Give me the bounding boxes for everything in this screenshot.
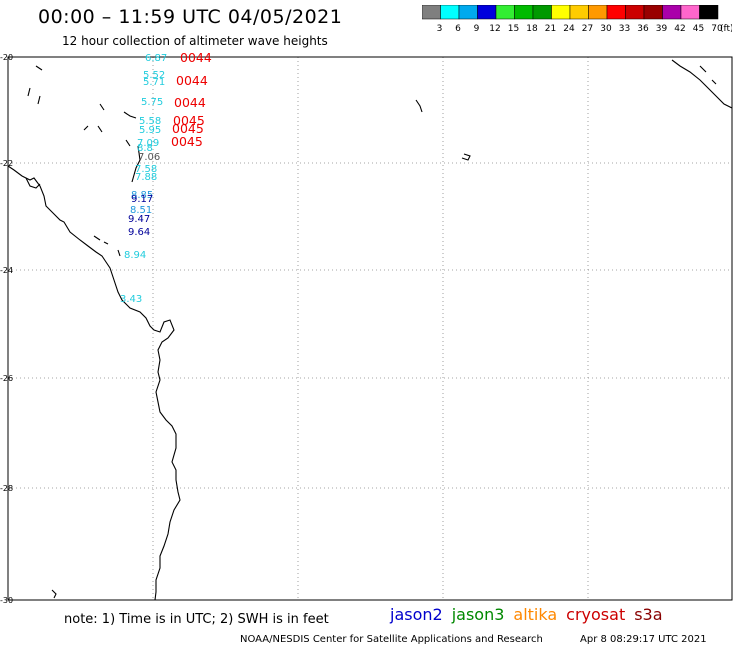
wave-height-value: 8.94 [124, 250, 146, 261]
wave-height-value: 3.43 [120, 294, 142, 305]
wave-height-value: 9.64 [128, 227, 150, 238]
pass-time-value: 0045 [171, 134, 203, 149]
colorbar-unit: (ft) [720, 24, 732, 34]
wave-height-value: 8.51 [130, 205, 152, 216]
longitude-label: 156 [290, 604, 305, 605]
wave-height-value: 9.47 [128, 214, 150, 225]
colorbar-label: 30 [600, 24, 612, 34]
reef-12 [117, 249, 121, 257]
reef-10 [93, 235, 101, 241]
colorbar-label: 24 [563, 24, 575, 34]
longitude-label: 153 [145, 604, 160, 605]
longitude-label: 159 [435, 604, 450, 605]
pass-time-value: 0045 [173, 113, 205, 128]
reef-4 [99, 103, 105, 111]
wave-height-value: 5.58 [139, 116, 161, 127]
wave-height-observations: 6.87 5.525.71 5.75 5.585.95 7.098.87.067.587… [120, 53, 167, 305]
footer-note: note: 1) Time is in UTC; 2) SWH is in fe… [64, 612, 329, 627]
latitude-labels: -20 -22 -24 -26 -28 -30 [0, 53, 13, 605]
australia-coastline [7, 165, 181, 601]
longitude-label: 162 [580, 604, 595, 605]
satellite-altika: altika [513, 605, 558, 624]
longitude-labels: 150 153 156 159 162 165 [0, 604, 739, 605]
colorbar-label: 70 [711, 24, 723, 34]
coastline [7, 59, 733, 601]
colorbar-label: 9 [474, 24, 480, 34]
pass-time-value: 0044 [176, 73, 208, 88]
wave-height-value: 7.09 [137, 138, 159, 149]
colorbar-label: 6 [455, 24, 461, 34]
wave-height-value: 8.8 [137, 143, 153, 154]
colorbar-swatch [699, 5, 719, 20]
page-subtitle: 12 hour collection of altimeter wave hei… [62, 34, 328, 48]
satellite-jason3: jason3 [451, 605, 505, 624]
wave-height-value: 5.52 [143, 70, 165, 81]
generation-timestamp: Apr 8 08:29:17 UTC 2021 [580, 634, 707, 645]
pass-time-value: 0044 [180, 50, 212, 65]
colorbar-label: 39 [656, 24, 668, 34]
wave-height-value: 7.06 [138, 152, 160, 163]
latitude-label: -28 [0, 484, 13, 493]
reef-13 [415, 99, 423, 113]
satellite-cryosat: cryosat [566, 605, 626, 624]
reef-7 [123, 111, 137, 119]
cape-segment [25, 177, 41, 189]
reef-1 [35, 65, 43, 71]
colorbar-label: 45 [693, 24, 704, 34]
colorbar-label: 33 [619, 24, 630, 34]
reef-3 [37, 95, 41, 105]
latitude-label: -26 [0, 374, 13, 383]
satellite-jason2: jason2 [390, 605, 443, 624]
reef-9 [131, 145, 141, 183]
wave-height-value: 5.71 [143, 77, 165, 88]
wave-height-value: 8.85 [131, 190, 153, 201]
colorbar-label: 21 [545, 24, 556, 34]
colorbar-label: 42 [674, 24, 685, 34]
reef-5 [83, 125, 89, 131]
map-frame [7, 56, 733, 601]
wave-height-map[interactable]: -20-22-24-26-28-30 150153156159162165 6.… [0, 0, 740, 605]
new-caledonia-islands [699, 65, 717, 85]
satellite-legend: jason2 jason3 altika cryosat s3a [390, 605, 672, 624]
pass-time-value: 0045 [172, 121, 204, 136]
wave-height-value: 5.95 [139, 125, 161, 136]
page-title: 00:00 – 11:59 UTC 04/05/2021 [38, 6, 343, 28]
reef-6 [97, 125, 103, 133]
reef-8 [125, 139, 131, 147]
pass-time-value: 0044 [174, 95, 206, 110]
longitude-label: 165 [724, 604, 739, 605]
reef-2 [27, 87, 31, 97]
wave-height-value: 7.88 [135, 172, 157, 183]
colorbar-label: 15 [508, 24, 519, 34]
latitude-label: -20 [0, 53, 13, 62]
credit-line: NOAA/NESDIS Center for Satellite Applica… [240, 634, 543, 645]
colorbar-label: 18 [526, 24, 538, 34]
latitude-label: -22 [0, 159, 13, 168]
colorbar-label: 27 [582, 24, 593, 34]
graticule-grid [8, 57, 732, 600]
latitude-label: -30 [0, 596, 13, 605]
satellite-s3a: s3a [634, 605, 663, 624]
wave-height-value: 7.58 [135, 164, 157, 175]
longitude-label: 150 [0, 604, 15, 605]
wave-height-value: 6.87 [145, 53, 167, 64]
colorbar-label: 36 [637, 24, 649, 34]
latitude-label: -24 [0, 266, 13, 275]
colorbar-label: 3 [437, 24, 443, 34]
island-east [461, 153, 471, 161]
colorbar-label: 12 [489, 24, 500, 34]
island-south [51, 589, 57, 599]
wave-height-value: 9.17 [131, 194, 153, 205]
reef-11 [103, 241, 109, 245]
wave-height-value: 5.75 [141, 97, 163, 108]
new-caledonia-coastline [671, 59, 733, 109]
